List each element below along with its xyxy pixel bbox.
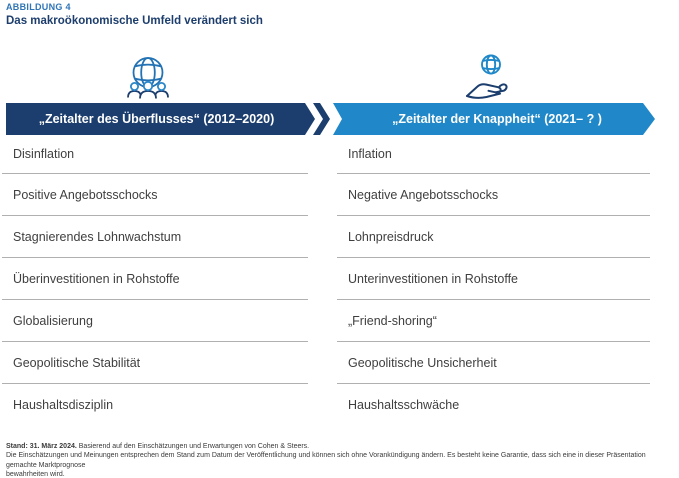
footnote-line-2: Die Einschätzungen und Meinungen entspre… [6, 452, 646, 469]
footnote-source: Basierend auf den Einschätzungen und Erw… [76, 443, 310, 450]
list-item: Negative Angebotsschocks [337, 174, 650, 216]
footnote: Stand: 31. März 2024. Basierend auf den … [6, 442, 671, 478]
globe-people-icon [124, 55, 172, 104]
list-item: Positive Angebotsschocks [2, 174, 308, 216]
list-item: „Friend-shoring“ [337, 300, 650, 342]
footnote-line-1: Stand: 31. März 2024. Basierend auf den … [6, 442, 671, 451]
chevron-right-icon [313, 103, 330, 135]
hand-globe-icon [464, 54, 510, 105]
figure-title: Das makroökonomische Umfeld verändert si… [6, 15, 263, 27]
list-item: Geopolitische Stabilität [2, 342, 308, 384]
list-item: Haushaltsdisziplin [13, 398, 114, 412]
header-label-scarcity: „Zeitalter der Knappheit“ (2021– ? ) [392, 112, 602, 126]
list-item: Disinflation [2, 135, 308, 174]
column-abundance: Disinflation Positive Angebotsschocks St… [2, 135, 308, 426]
footnote-line-3: bewahrheiten wird. [6, 470, 65, 478]
header-banner-abundance: „Zeitalter des Überflusses“ (2012–2020) [6, 103, 315, 135]
column-scarcity: Inflation Negative Angebotsschocks Lohnp… [337, 135, 650, 426]
list-item: Haushaltsschwäche [348, 398, 460, 412]
list-item: Inflation [337, 135, 650, 174]
header-banner-scarcity: „Zeitalter der Knappheit“ (2021– ? ) [333, 103, 655, 135]
footnote-date: Stand: 31. März 2024. [6, 443, 77, 450]
header-label-abundance: „Zeitalter des Überflusses“ (2012–2020) [38, 112, 275, 126]
list-item: Stagnierendes Lohnwachstum [2, 216, 308, 258]
figure-label: ABBILDUNG 4 [6, 2, 71, 12]
list-item: Globalisierung [2, 300, 308, 342]
list-item: Geopolitische Unsicherheit [337, 342, 650, 384]
list-item: Unterinvestitionen in Rohstoffe [337, 258, 650, 300]
list-item: Lohnpreisdruck [337, 216, 650, 258]
list-item: Überinvestitionen in Rohstoffe [2, 258, 308, 300]
